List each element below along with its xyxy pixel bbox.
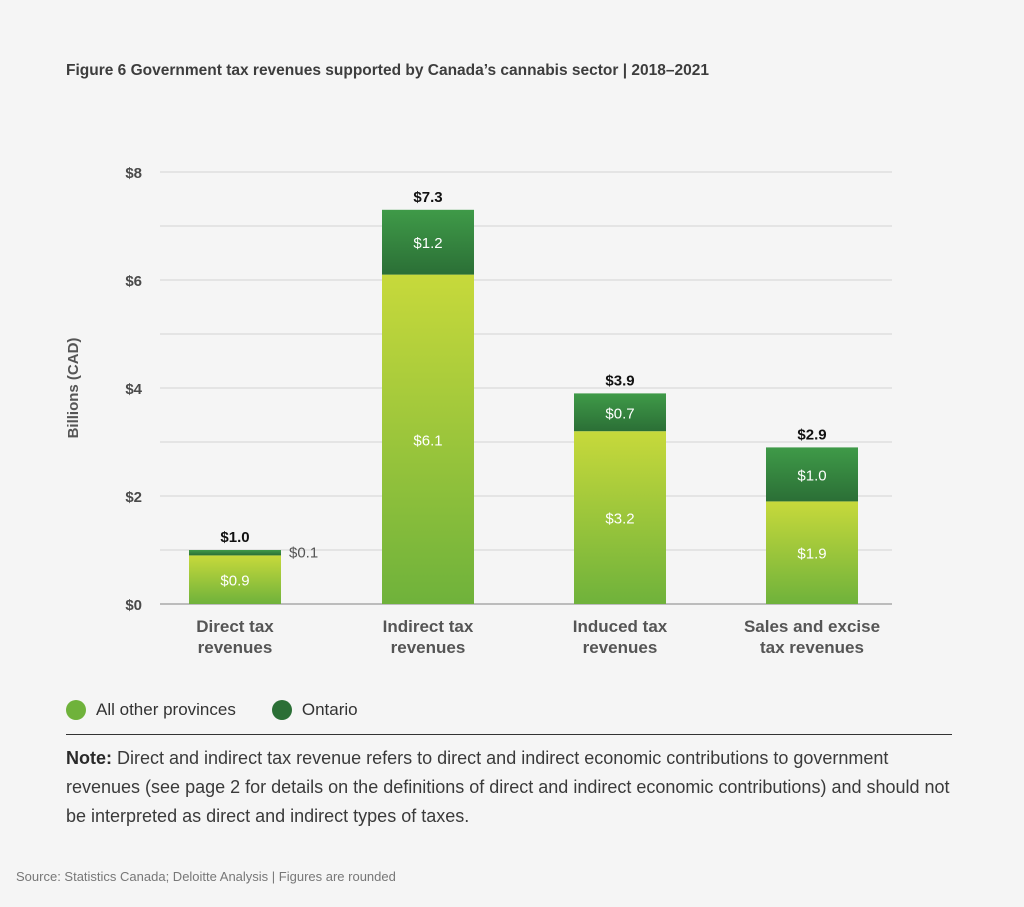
x-category-label: Indirect tax [383, 617, 474, 636]
bar-other-provinces [574, 431, 666, 604]
bar-ontario [766, 447, 858, 502]
chart-legend: All other provinces Ontario [66, 700, 394, 720]
bar-value-label-ontario: $0.1 [289, 545, 318, 562]
x-category-label: revenues [391, 638, 466, 657]
y-axis-label: Billions (CAD) [65, 338, 82, 439]
x-category-label: Induced tax [573, 617, 668, 636]
y-tick-label: $2 [125, 489, 142, 506]
legend-swatch-ontario [271, 700, 292, 720]
x-category-label: tax revenues [760, 638, 864, 657]
bar-value-label-other: $6.1 [413, 432, 442, 449]
note-text: Direct and indirect tax revenue refers t… [66, 748, 950, 826]
x-category-label: Direct tax [196, 617, 274, 636]
y-tick-label: $4 [125, 381, 142, 398]
bar-value-label-ontario: $0.7 [605, 405, 634, 422]
bar-ontario [574, 393, 666, 432]
x-category-label: revenues [198, 638, 273, 657]
bar-value-label-ontario: $1.2 [413, 235, 442, 252]
bar-other-provinces [766, 501, 858, 604]
y-tick-label: $0 [125, 597, 142, 614]
legend-swatch-other-provinces [66, 700, 86, 720]
bar-total-label: $3.9 [605, 372, 634, 389]
bar-value-label-ontario: $1.0 [797, 467, 826, 484]
legend-item-ontario: Ontario [271, 700, 358, 720]
bar-total-label: $1.0 [220, 529, 249, 546]
note-divider [66, 734, 952, 735]
figure-title: Figure 6 Government tax revenues support… [66, 62, 709, 79]
y-tick-label: $6 [125, 273, 142, 290]
stacked-bar-chart: $0 $2 $4 $6 $8 Billions (CAD) $0.9 $0.1 $1.0 Dire… [65, 165, 892, 657]
bar-total-label: $2.9 [797, 426, 826, 443]
x-category-label: revenues [583, 638, 658, 657]
bar-other-provinces [382, 274, 474, 604]
source-line: Source: Statistics Canada; Deloitte Anal… [16, 869, 396, 884]
chart-note: Note: Direct and indirect tax revenue re… [66, 744, 962, 831]
bar-value-label-other: $0.9 [220, 573, 249, 590]
y-tick-label: $8 [125, 165, 142, 182]
bar-ontario [382, 209, 474, 275]
x-category-label: Sales and excise [744, 617, 880, 636]
legend-item-other-provinces: All other provinces [66, 700, 236, 720]
legend-label-other-provinces: All other provinces [96, 700, 236, 719]
bar-value-label-other: $3.2 [605, 511, 634, 528]
legend-label-ontario: Ontario [301, 700, 358, 719]
note-label: Note: [66, 748, 112, 768]
bar-value-label-other: $1.9 [797, 546, 826, 563]
bar-ontario [189, 550, 281, 556]
bar-other-provinces [189, 555, 281, 604]
bar-total-label: $7.3 [413, 189, 442, 206]
